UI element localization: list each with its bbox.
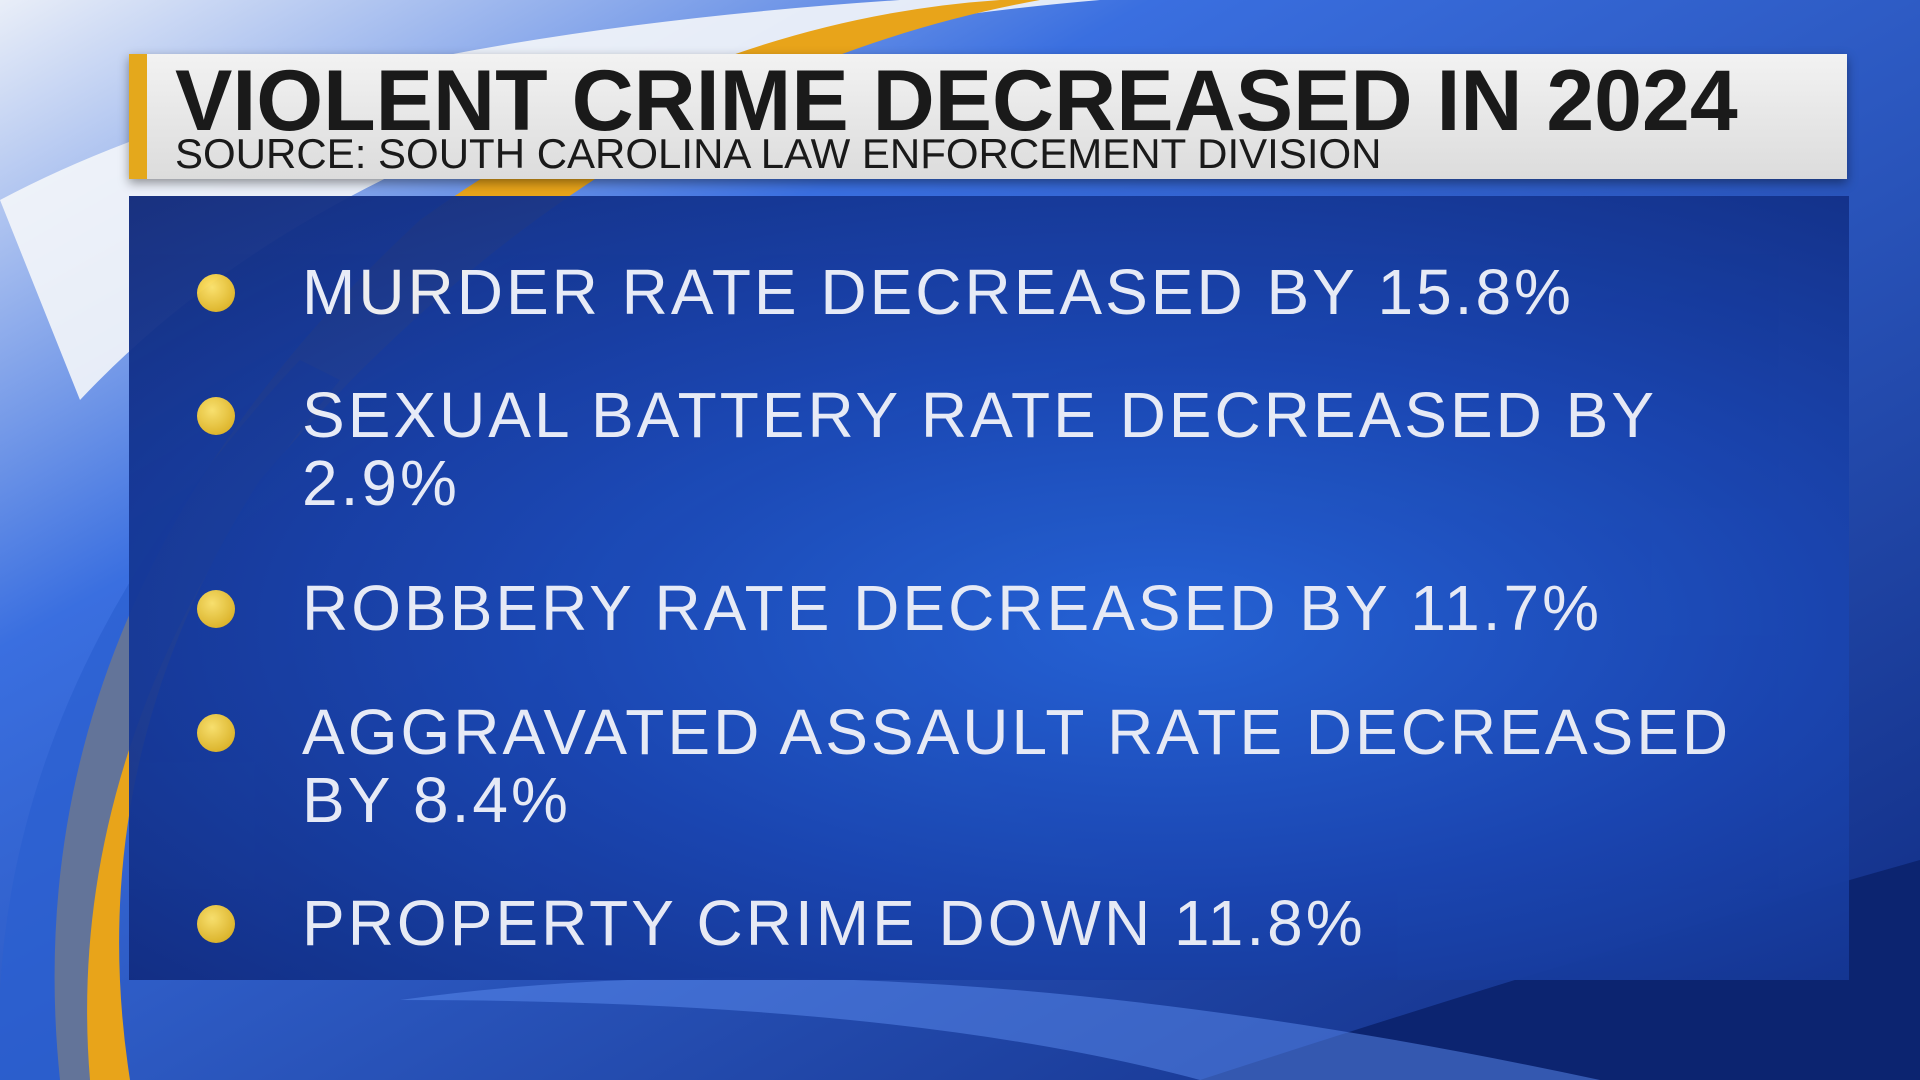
bullet-dot — [197, 274, 235, 312]
header-bar: VIOLENT CRIME DECREASED IN 2024 SOURCE: … — [129, 54, 1847, 179]
bullet-dot — [197, 905, 235, 943]
bullet-text: AGGRAVATED ASSAULT RATE DECREASED BY 8.4… — [302, 696, 1732, 836]
source: SOURCE: SOUTH CAROLINA LAW ENFORCEMENT D… — [175, 130, 1382, 177]
bullet-text: SEXUAL BATTERY RATE DECREASED BY 2.9% — [302, 379, 1656, 519]
header-accent — [129, 54, 147, 179]
bullet-dot — [197, 397, 235, 435]
bullet-text: MURDER RATE DECREASED BY 15.8% — [302, 256, 1574, 328]
bullet-dot — [197, 590, 235, 628]
bullet-panel: MURDER RATE DECREASED BY 15.8% SEXUAL BAT… — [129, 196, 1849, 980]
title: VIOLENT CRIME DECREASED IN 2024 — [175, 53, 1738, 149]
bullet-text: PROPERTY CRIME DOWN 11.8% — [302, 887, 1366, 959]
bullet-dot — [197, 714, 235, 752]
bullet-text: ROBBERY RATE DECREASED BY 11.7% — [302, 572, 1602, 644]
